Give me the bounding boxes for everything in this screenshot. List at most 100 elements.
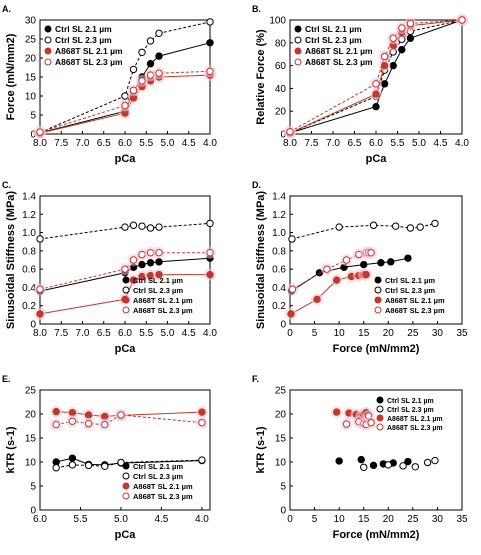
panel-label: C. (2, 180, 11, 190)
x-tick-label: 7.5 (305, 138, 319, 149)
data-point (389, 61, 397, 70)
y-tick-label: 25 (25, 386, 37, 397)
y-axis-label: Relative Force (%) (255, 29, 267, 125)
y-tick-label: 5 (280, 482, 286, 493)
data-point (342, 256, 351, 264)
plot-frame (39, 389, 211, 511)
data-point (138, 48, 146, 56)
legend-marker (294, 36, 302, 44)
y-tick-label: 20 (25, 410, 37, 421)
data-point (423, 458, 432, 467)
legend-marker (122, 296, 130, 304)
y-tick-label: 10 (25, 92, 37, 103)
legend-marker (122, 492, 130, 500)
data-point (380, 80, 389, 88)
data-point (117, 411, 125, 419)
data-point (416, 223, 424, 231)
y-tick-label: 60 (275, 61, 287, 72)
data-point (384, 461, 392, 469)
legend-marker (376, 414, 384, 422)
data-point (68, 461, 77, 469)
data-point (458, 16, 466, 24)
y-axis-label: Sinusoidal Stiffness (MPa) (5, 191, 17, 329)
x-tick-label: 6.5 (97, 328, 111, 339)
x-tick-label: 4.5 (434, 138, 448, 149)
x-tick-label: 20 (383, 328, 395, 339)
x-tick-label: 25 (407, 328, 419, 339)
data-point (129, 65, 138, 74)
y-tick-label: 0.8 (272, 246, 286, 257)
data-point (206, 219, 214, 228)
x-tick-label: 8.0 (33, 328, 47, 339)
data-point (117, 458, 125, 467)
data-point (121, 92, 129, 100)
x-tick-label: 5.0 (114, 514, 128, 525)
legend-entry: A868T SL 2.3 µm (385, 306, 445, 315)
y-tick-label: 0.8 (22, 246, 36, 257)
x-tick-label: 4.0 (203, 138, 217, 149)
y-tick-label: 1.4 (272, 192, 286, 203)
y-tick-label: 5 (30, 111, 36, 122)
data-point (84, 461, 93, 470)
data-point (398, 24, 406, 32)
series-line (291, 222, 436, 240)
data-point (198, 418, 206, 427)
x-axis-label: pCa (115, 153, 137, 165)
x-tick-label: 15 (358, 514, 370, 525)
y-tick-label: 5 (30, 482, 36, 493)
data-point (411, 463, 420, 471)
x-tick-label: 35 (456, 328, 468, 339)
data-point (431, 456, 439, 465)
data-point (155, 52, 163, 60)
x-tick-label: 4.0 (455, 138, 469, 149)
panel-4: E. 6.0 5.5 5.0 4.5 4.0 0 5 10 15 20 25 pCa kTR (s-1) C… (2, 374, 211, 541)
y-tick-label: 0 (30, 320, 36, 331)
x-tick-label: 5.5 (74, 514, 88, 525)
x-tick-label: 15 (358, 328, 370, 339)
x-tick-label: 6.0 (369, 138, 383, 149)
x-tick-label: 35 (456, 514, 468, 525)
data-point (146, 224, 155, 232)
y-axis-label: kTR (s-1) (255, 426, 267, 473)
x-tick-label: 5.0 (161, 138, 175, 149)
y-axis-label: Force (mN/mm2) (5, 33, 17, 120)
panel-label: F. (252, 374, 259, 384)
y-tick-label: 1.2 (22, 210, 36, 221)
data-point (52, 420, 60, 429)
y-tick-label: 0 (30, 506, 36, 517)
data-point (335, 457, 343, 465)
panel-label: E. (2, 374, 11, 384)
data-point (138, 77, 146, 85)
y-axis-label: Sinusoidal Stiffness (MPa) (255, 191, 267, 329)
legend-entry: A868T SL 2.1 µm (385, 296, 445, 305)
x-tick-label: 5.5 (139, 138, 153, 149)
legend-entry: Ctrl SL 2.1 µm (133, 276, 183, 285)
legend-marker (122, 462, 130, 470)
data-point (391, 222, 400, 230)
data-point (146, 259, 155, 267)
x-tick-label: 4.5 (182, 138, 196, 149)
legend-marker (374, 276, 382, 284)
x-axis-label: pCa (366, 153, 388, 165)
x-tick-label: 5.0 (161, 328, 175, 339)
x-tick-label: 7.5 (54, 138, 68, 149)
data-point (335, 223, 343, 231)
x-tick-label: 4.0 (195, 514, 209, 525)
data-point (121, 101, 129, 110)
data-point (146, 37, 155, 45)
legend-entry: A868T SL 2.3 µm (133, 306, 193, 315)
y-tick-label: 1.0 (272, 228, 286, 239)
y-tick-label: 30 (25, 16, 37, 27)
x-tick-label: 5.0 (412, 138, 426, 149)
data-point (68, 417, 77, 425)
data-point (369, 461, 378, 470)
x-axis-label: pCa (115, 529, 137, 541)
x-tick-label: 4.5 (154, 514, 168, 525)
y-tick-label: 0 (280, 320, 286, 331)
data-point (198, 456, 206, 464)
y-tick-label: 15 (25, 434, 37, 445)
legend-marker (374, 306, 382, 314)
data-point (146, 60, 155, 68)
data-point (399, 462, 407, 470)
y-tick-label: 1.2 (272, 210, 286, 221)
